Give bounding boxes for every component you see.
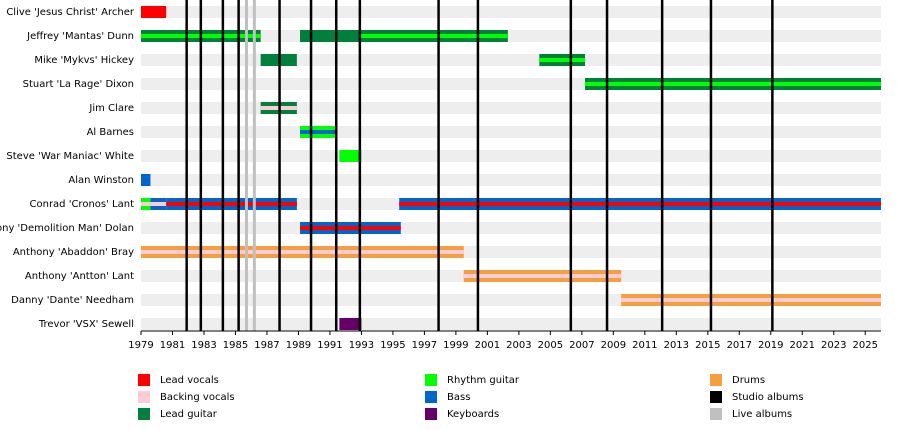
legend-label: Live albums <box>732 409 792 420</box>
member-name: Clive 'Jesus Christ' Archer <box>6 7 135 18</box>
legend-label: Rhythm guitar <box>447 375 520 386</box>
legend-label: Backing vocals <box>160 392 235 403</box>
x-tick-label: 1997 <box>412 340 437 351</box>
x-tick-label: 1989 <box>286 340 311 351</box>
x-tick-label: 2025 <box>853 340 878 351</box>
x-tick-label: 2017 <box>727 340 752 351</box>
member-bar-stripe <box>300 130 337 134</box>
x-tick-label: 1993 <box>349 340 374 351</box>
member-bar <box>339 150 362 162</box>
x-tick-label: 2013 <box>664 340 689 351</box>
member-bar <box>141 6 167 18</box>
member-bar-stripe <box>463 274 622 278</box>
row-band <box>141 126 881 138</box>
member-bar <box>141 174 151 186</box>
member-bar-stripe <box>141 250 464 254</box>
x-tick-label: 1979 <box>128 340 153 351</box>
x-tick-label: 1991 <box>317 340 342 351</box>
row-band <box>141 54 881 66</box>
x-tick-label: 2015 <box>695 340 720 351</box>
member-name: Alan Winston <box>68 175 134 186</box>
legend-swatch <box>138 408 150 420</box>
member-name: Anthony 'Antton' Lant <box>25 271 134 282</box>
x-tick-label: 1985 <box>223 340 248 351</box>
x-tick-label: 2021 <box>790 340 815 351</box>
member-bar-stripe <box>621 298 881 302</box>
x-tick-label: 2023 <box>821 340 846 351</box>
member-bar-stripe <box>150 202 167 206</box>
legend-swatch <box>425 391 437 403</box>
legend-swatch <box>425 374 437 386</box>
row-band <box>141 150 881 162</box>
member-name: Anthony 'Abaddon' Bray <box>13 247 134 258</box>
legend-swatch <box>138 374 150 386</box>
member-bar-stripe <box>399 202 881 206</box>
member-bar-stripe <box>300 226 401 230</box>
x-tick-label: 2009 <box>601 340 626 351</box>
member-name: Steve 'War Maniac' White <box>6 151 134 162</box>
member-name: Danny 'Dante' Needham <box>11 295 134 306</box>
row-band <box>141 6 881 18</box>
legend-swatch <box>710 408 722 420</box>
row-band <box>141 318 881 330</box>
member-name: Jeffrey 'Mantas' Dunn <box>26 31 134 42</box>
legend-label: Drums <box>732 375 765 386</box>
legend-label: Lead vocals <box>160 375 219 386</box>
member-name: Stuart 'La Rage' Dixon <box>23 79 134 90</box>
member-bar <box>339 318 362 330</box>
legend-label: Lead guitar <box>160 409 218 420</box>
legend-label: Studio albums <box>732 392 804 403</box>
member-bar <box>300 30 360 42</box>
x-tick-label: 2005 <box>538 340 563 351</box>
member-bar-stripe <box>585 82 881 86</box>
x-tick-label: 1987 <box>254 340 279 351</box>
x-tick-label: 2003 <box>506 340 531 351</box>
legend-label: Keyboards <box>447 409 499 420</box>
legend-swatch <box>425 408 437 420</box>
member-name: Mike 'Mykvs' Hickey <box>34 55 134 66</box>
member-bar-stripe <box>359 34 508 38</box>
legend-swatch <box>138 391 150 403</box>
legend-swatch <box>710 374 722 386</box>
x-tick-label: 1981 <box>160 340 185 351</box>
legend-swatch <box>710 391 722 403</box>
member-name: Trevor 'VSX' Sewell <box>38 319 134 330</box>
legend-label: Bass <box>447 392 470 403</box>
member-name: Tony 'Demolition Man' Dolan <box>0 223 134 234</box>
x-tick-label: 2007 <box>569 340 594 351</box>
x-tick-label: 1983 <box>191 340 216 351</box>
row-band <box>141 102 881 114</box>
member-bar-stripe <box>166 202 297 206</box>
row-band <box>141 222 881 234</box>
x-tick-label: 1999 <box>443 340 468 351</box>
row-band <box>141 174 881 186</box>
x-tick-label: 2001 <box>475 340 500 351</box>
x-tick-label: 2019 <box>758 340 783 351</box>
x-tick-label: 2011 <box>632 340 657 351</box>
member-name: Al Barnes <box>87 127 134 138</box>
member-name: Conrad 'Cronos' Lant <box>30 199 135 210</box>
member-bar-stripe <box>141 202 151 206</box>
member-name: Jim Clare <box>88 103 134 114</box>
x-tick-label: 1995 <box>380 340 405 351</box>
member-bar-stripe <box>539 58 585 62</box>
